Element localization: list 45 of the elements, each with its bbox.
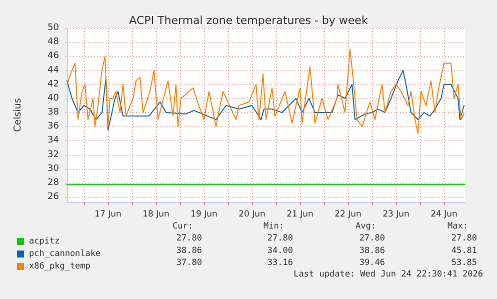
x-tick-label: 23 Jun (382, 210, 410, 220)
text: Max: (448, 222, 468, 232)
text: 38.86 (176, 246, 202, 256)
x-tick-label: 24 Jun (430, 210, 458, 220)
line-series (66, 48, 464, 134)
y-tick-label: 48 (48, 37, 60, 48)
x-tick-label: 20 Jun (238, 210, 266, 220)
text: 27.80 (176, 234, 202, 244)
y-tick-label: 38 (48, 108, 60, 118)
x-tick-label: 21 Jun (286, 210, 314, 220)
y-tick-label: 30 (48, 164, 60, 174)
text: 37.80 (176, 258, 202, 268)
y-tick-label: 42 (48, 79, 59, 90)
legend-label: acpitz (29, 236, 60, 246)
y-tick-label: 40 (48, 93, 60, 104)
x-tick-label: 19 Jun (190, 210, 218, 220)
text: Cur: (172, 222, 193, 232)
legend-label: x86_pkg_temp (29, 262, 90, 272)
x-tick-label: 18 Jun (142, 210, 170, 220)
text: 27.80 (451, 234, 478, 244)
text: Last update: Wed Jun 24 22:30:41 2026 (294, 270, 484, 280)
y-axis-title: Celsius (12, 98, 24, 132)
text: 33.16 (267, 258, 294, 268)
text: 45.81 (451, 246, 478, 256)
y-tick-label: 32 (48, 150, 59, 160)
text: 39.46 (359, 258, 386, 268)
text: Avg: (356, 222, 376, 232)
x-tick-label: 17 Jun (94, 210, 122, 220)
y-tick-label: 36 (48, 122, 60, 132)
y-tick-label: 28 (48, 178, 60, 188)
text: 34.00 (267, 246, 294, 256)
text: 53.85 (451, 258, 478, 268)
text: 38.86 (359, 246, 386, 256)
y-tick-label: 26 (48, 192, 60, 202)
x-tick-label: 22 Jun (334, 210, 362, 220)
y-tick-label: 50 (48, 23, 60, 33)
text: Min: (264, 222, 284, 232)
text: 27.80 (267, 234, 294, 244)
y-tick-label: 46 (48, 51, 60, 62)
text: 27.80 (359, 234, 386, 244)
y-tick-label: 44 (48, 65, 60, 76)
legend-label: pch_cannonlake (29, 249, 101, 259)
chart-title: ACPI Thermal zone temperatures - by week (129, 14, 368, 27)
y-tick-label: 34 (48, 136, 60, 146)
line-series (66, 70, 464, 131)
